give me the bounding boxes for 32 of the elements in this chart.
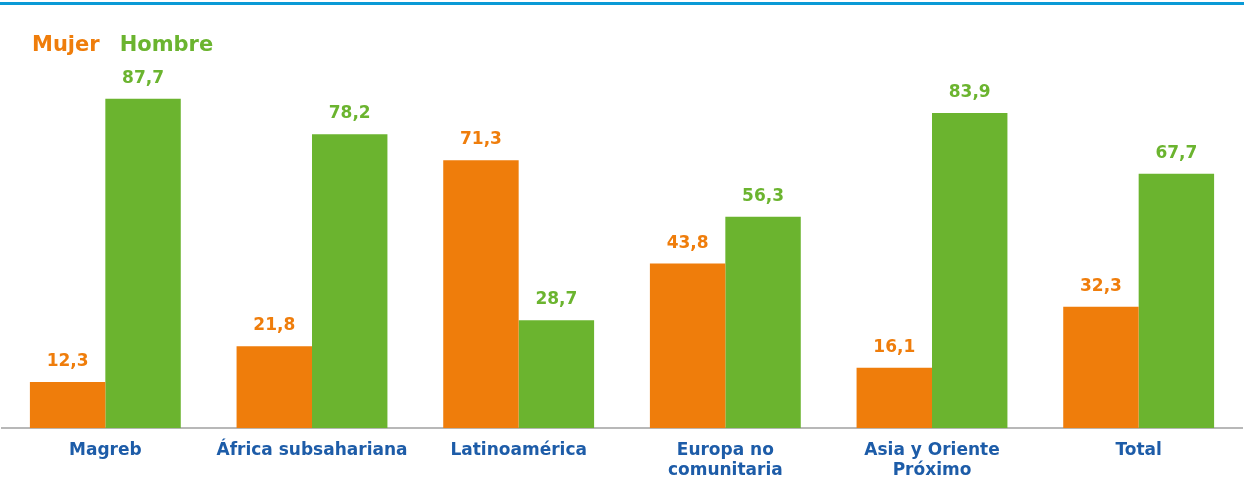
data-label: 71,3 xyxy=(459,128,502,149)
bar xyxy=(932,112,1008,429)
bar xyxy=(29,381,106,429)
bar xyxy=(518,320,595,429)
x-tick-label: Europa no comunitaria xyxy=(667,438,783,480)
bar xyxy=(105,98,181,429)
bar xyxy=(856,367,932,429)
bar xyxy=(1138,173,1215,429)
data-label: 28,7 xyxy=(535,288,578,309)
x-tick-label: Total xyxy=(1115,438,1162,459)
text: Hombre xyxy=(119,32,214,56)
data-label: 16,1 xyxy=(873,335,916,356)
data-label: 67,7 xyxy=(1155,141,1198,162)
data-label: 87,7 xyxy=(122,66,165,87)
bar xyxy=(649,263,726,429)
bar xyxy=(1063,306,1139,429)
bar xyxy=(443,160,519,429)
data-label: 21,8 xyxy=(253,314,296,335)
x-tick-label: Latinoamérica xyxy=(450,438,587,459)
x-tick-label: Magreb xyxy=(69,438,142,459)
text: Mujer xyxy=(32,32,100,56)
x-tick-label: Asia y Oriente Próximo xyxy=(864,438,1000,480)
data-label: 12,3 xyxy=(46,349,89,370)
data-label: 78,2 xyxy=(328,102,371,123)
data-label: 56,3 xyxy=(742,184,785,205)
bar xyxy=(725,216,801,429)
bar xyxy=(312,134,388,429)
data-label: 83,9 xyxy=(948,80,991,101)
x-tick-label: África subsahariana xyxy=(216,437,408,459)
data-label: 43,8 xyxy=(666,231,709,252)
data-label: 32,3 xyxy=(1079,274,1122,295)
bar xyxy=(236,346,312,429)
